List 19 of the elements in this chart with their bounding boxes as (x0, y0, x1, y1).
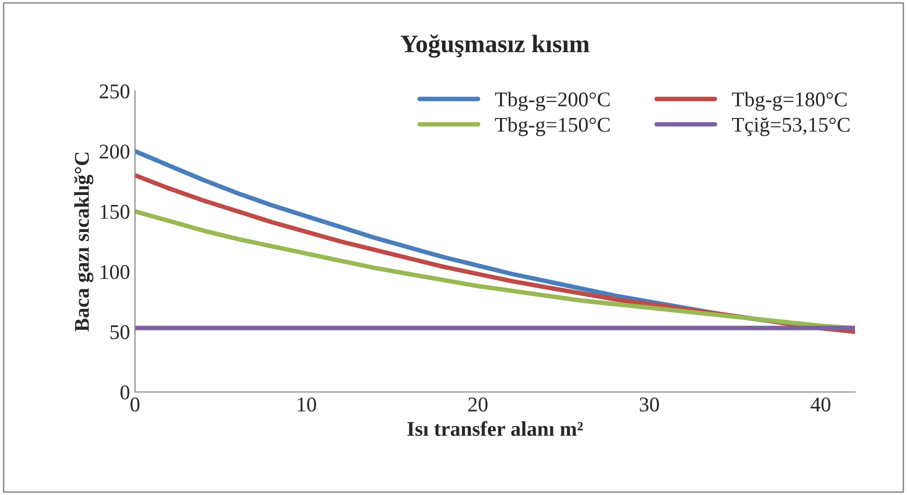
x-tick-label: 30 (640, 397, 659, 412)
legend-label: Tbg-g=150°C (495, 117, 610, 136)
x-tick-label: 40 (810, 397, 830, 412)
x-tick-label: 20 (468, 397, 488, 412)
y-tick-label: 200 (100, 144, 130, 159)
y-tick-label: 50 (110, 325, 130, 340)
x-axis-title: Isı transfer alanı m² (407, 421, 583, 436)
legend-label: Tçiğ=53,15°C (732, 117, 850, 136)
y-tick-label: 100 (100, 264, 130, 280)
legend-label: Tbg-g=200°C (495, 92, 610, 111)
legend-label: Tbg-g=180°C (732, 92, 847, 111)
y-tick-label: 0 (120, 385, 130, 400)
y-axis-title: Baca gazı sıcaklığ°C (74, 152, 94, 332)
x-tick-label: 10 (298, 397, 316, 412)
line-series (135, 209, 855, 330)
x-tick-label: 0 (130, 397, 140, 412)
y-tick-label: 150 (100, 204, 130, 219)
y-tick-label: 250 (100, 84, 130, 98)
chart-title: Yoğuşmasız kısım (400, 34, 590, 58)
